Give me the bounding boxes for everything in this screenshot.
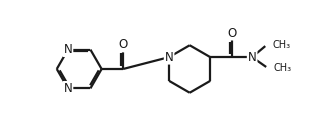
Text: O: O — [227, 26, 236, 40]
Text: CH₃: CH₃ — [274, 63, 292, 73]
Text: CH₃: CH₃ — [273, 40, 291, 51]
Text: O: O — [118, 38, 128, 51]
Text: N: N — [64, 43, 72, 56]
Text: N: N — [64, 82, 72, 95]
Text: N: N — [165, 51, 173, 64]
Text: N: N — [248, 51, 257, 64]
